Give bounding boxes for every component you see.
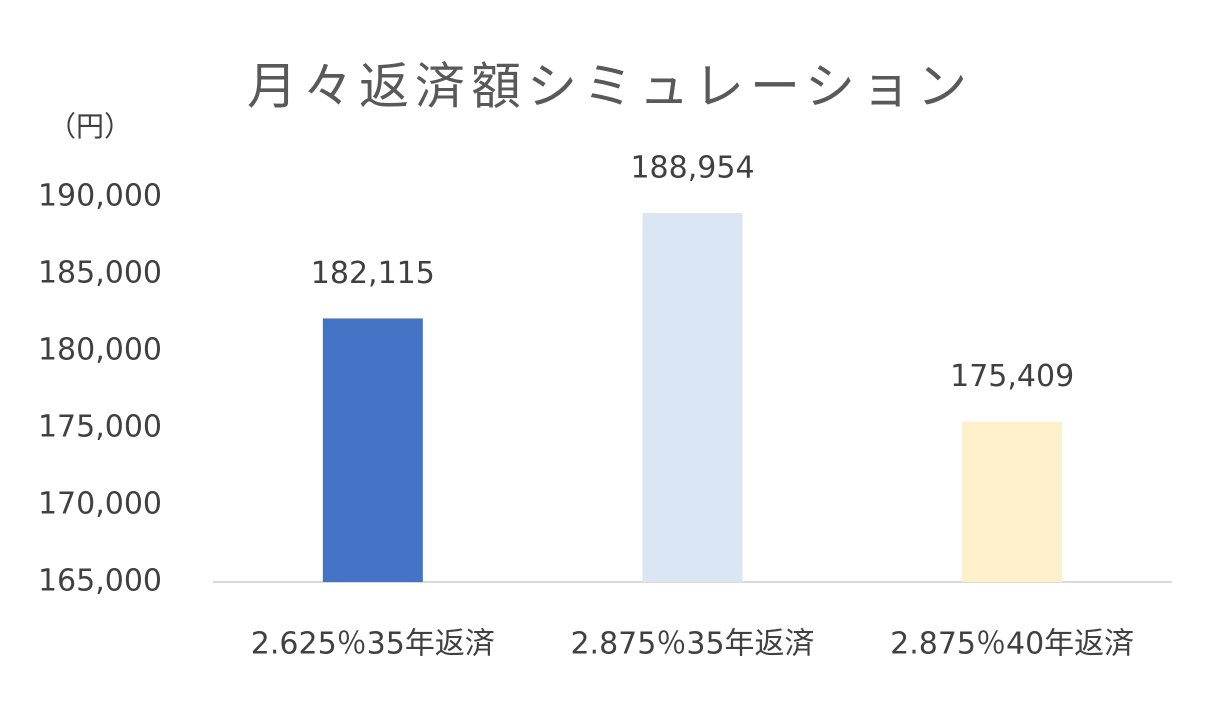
x-tick-label: 2.875％40年返済 [890, 627, 1134, 662]
x-tick-label: 2.875％35年返済 [570, 627, 814, 662]
bar [962, 421, 1063, 582]
y-tick-label: 185,000 [38, 256, 162, 291]
data-label: 182,115 [311, 256, 435, 291]
bar [322, 318, 423, 582]
y-tick-label: 180,000 [38, 333, 162, 368]
y-axis-label: （円） [48, 110, 132, 143]
bar [642, 213, 743, 582]
x-tick-label: 2.625％35年返済 [251, 627, 495, 662]
data-label: 175,409 [950, 359, 1074, 394]
data-label: 188,954 [630, 151, 754, 186]
y-tick-label: 190,000 [38, 179, 162, 214]
y-tick-label: 175,000 [38, 410, 162, 445]
y-tick-label: 170,000 [38, 487, 162, 522]
y-tick-label: 165,000 [38, 564, 162, 599]
chart-title: 月々返済額シミュレーション [247, 58, 973, 116]
